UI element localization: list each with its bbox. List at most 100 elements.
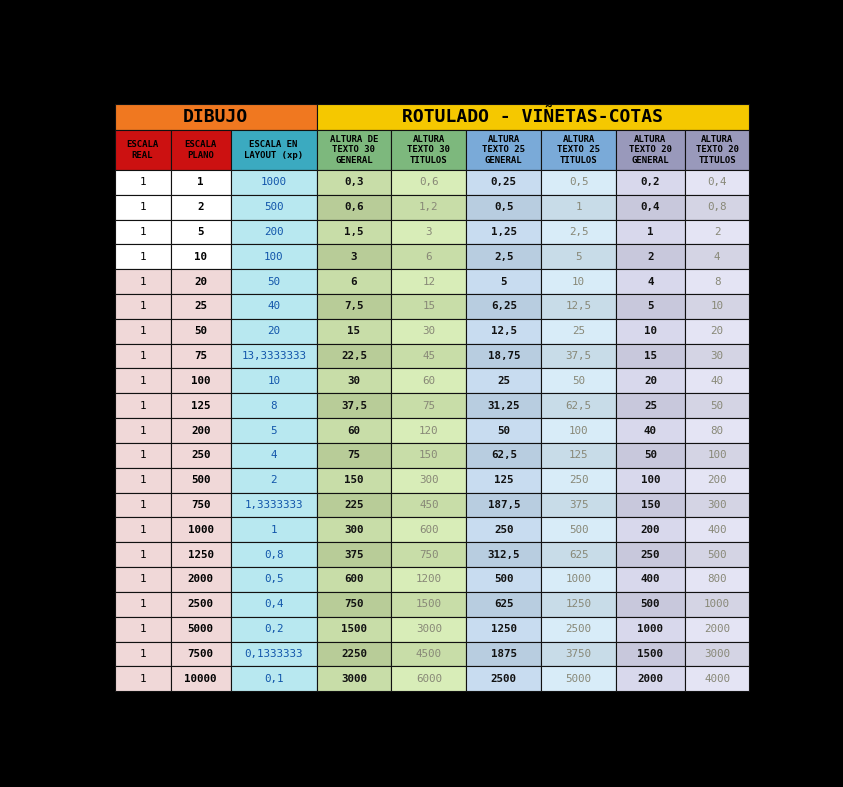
Bar: [616, 344, 685, 368]
Bar: [115, 667, 170, 691]
Bar: [316, 517, 391, 542]
Bar: [616, 319, 685, 344]
Bar: [466, 443, 541, 467]
Bar: [616, 245, 685, 269]
Bar: [231, 130, 316, 170]
Text: 1: 1: [139, 327, 146, 336]
Text: ALTURA DE
TEXTO 30
GENERAL: ALTURA DE TEXTO 30 GENERAL: [330, 135, 379, 164]
Bar: [466, 592, 541, 617]
Text: 0,4: 0,4: [707, 177, 727, 187]
Bar: [391, 592, 466, 617]
Bar: [685, 269, 749, 294]
Text: 20: 20: [644, 376, 657, 386]
Bar: [170, 269, 231, 294]
Bar: [115, 368, 170, 394]
Bar: [391, 394, 466, 418]
Bar: [466, 517, 541, 542]
Bar: [170, 368, 231, 394]
Bar: [685, 443, 749, 467]
Bar: [616, 220, 685, 245]
Text: 0,1: 0,1: [264, 674, 283, 684]
Bar: [685, 130, 749, 170]
Bar: [466, 245, 541, 269]
Bar: [170, 617, 231, 641]
Text: 1: 1: [139, 525, 146, 535]
Text: 20: 20: [711, 327, 723, 336]
Text: 5: 5: [501, 276, 507, 286]
Bar: [231, 319, 316, 344]
Text: 12,5: 12,5: [491, 327, 517, 336]
Bar: [115, 294, 170, 319]
Text: 4: 4: [271, 450, 277, 460]
Text: 8: 8: [271, 401, 277, 411]
Text: 1000: 1000: [566, 575, 592, 585]
Bar: [391, 220, 466, 245]
Bar: [115, 418, 170, 443]
Bar: [231, 517, 316, 542]
Bar: [466, 467, 541, 493]
Text: 1: 1: [139, 301, 146, 312]
Text: 6,25: 6,25: [491, 301, 517, 312]
Text: 15: 15: [347, 327, 361, 336]
Bar: [231, 220, 316, 245]
Bar: [616, 368, 685, 394]
Bar: [170, 130, 231, 170]
Bar: [541, 567, 616, 592]
Text: 5: 5: [576, 252, 582, 262]
Text: 3: 3: [351, 252, 357, 262]
Text: 500: 500: [569, 525, 588, 535]
Text: 125: 125: [191, 401, 211, 411]
Bar: [541, 517, 616, 542]
Bar: [170, 294, 231, 319]
Text: 1,25: 1,25: [491, 227, 517, 237]
Bar: [685, 542, 749, 567]
Text: ESCALA
REAL: ESCALA REAL: [126, 140, 158, 160]
Bar: [316, 467, 391, 493]
Text: 45: 45: [422, 351, 435, 361]
Text: 4: 4: [647, 276, 653, 286]
Bar: [316, 294, 391, 319]
Bar: [685, 592, 749, 617]
Text: 0,4: 0,4: [641, 202, 660, 212]
Text: 1,3333333: 1,3333333: [244, 500, 303, 510]
Text: 1: 1: [139, 252, 146, 262]
Bar: [316, 443, 391, 467]
Bar: [231, 344, 316, 368]
Text: 2: 2: [197, 202, 204, 212]
Bar: [616, 170, 685, 194]
Text: 1: 1: [576, 202, 582, 212]
Bar: [391, 245, 466, 269]
Text: 50: 50: [267, 276, 280, 286]
Text: 250: 250: [569, 475, 588, 486]
Text: 10: 10: [644, 327, 657, 336]
Bar: [616, 294, 685, 319]
Text: 750: 750: [344, 600, 363, 609]
Bar: [115, 517, 170, 542]
Text: 80: 80: [711, 426, 723, 435]
Text: 300: 300: [344, 525, 363, 535]
Text: ALTURA
TEXTO 20
TITULOS: ALTURA TEXTO 20 TITULOS: [695, 135, 738, 164]
Bar: [685, 517, 749, 542]
Text: 50: 50: [644, 450, 657, 460]
Bar: [541, 194, 616, 220]
Bar: [115, 344, 170, 368]
Text: 1: 1: [139, 177, 146, 187]
Bar: [391, 294, 466, 319]
Text: 4000: 4000: [704, 674, 730, 684]
Bar: [466, 542, 541, 567]
Text: 2: 2: [714, 227, 720, 237]
Text: 0,6: 0,6: [344, 202, 363, 212]
Bar: [170, 517, 231, 542]
Bar: [391, 493, 466, 517]
Text: 150: 150: [641, 500, 660, 510]
Text: 1250: 1250: [491, 624, 517, 634]
Text: 400: 400: [707, 525, 727, 535]
Text: 125: 125: [494, 475, 513, 486]
Bar: [466, 394, 541, 418]
Bar: [541, 130, 616, 170]
Bar: [541, 542, 616, 567]
Text: 12,5: 12,5: [566, 301, 592, 312]
Text: 22,5: 22,5: [341, 351, 367, 361]
Text: 1: 1: [647, 227, 653, 237]
Bar: [616, 667, 685, 691]
